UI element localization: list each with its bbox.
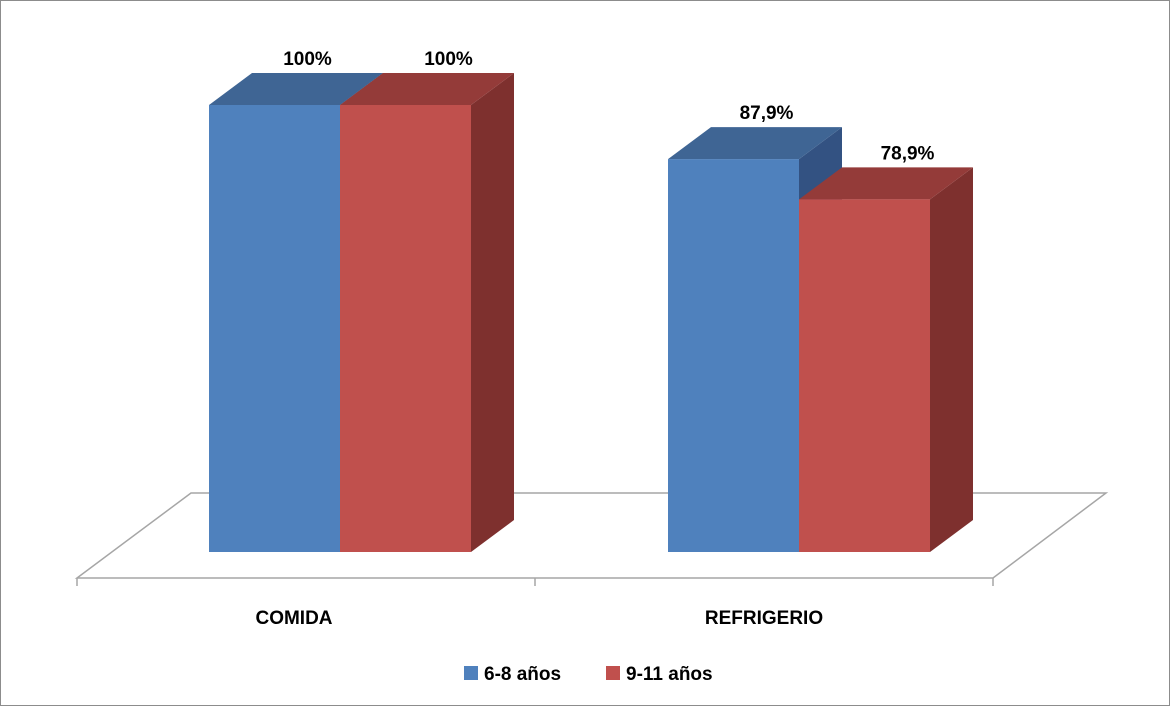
category-label-refrigerio: REFRIGERIO — [705, 608, 823, 629]
legend-label: 6-8 años — [484, 664, 561, 685]
bar-front — [340, 105, 471, 552]
bars-group — [209, 73, 973, 552]
data-label: 100% — [424, 49, 473, 70]
data-label: 78,9% — [881, 143, 935, 164]
category-labels-group: COMIDA REFRIGERIO — [255, 608, 823, 629]
bar-top — [668, 127, 842, 160]
legend-swatch — [464, 666, 478, 680]
chart-floor — [74, 492, 1109, 586]
bar-front — [209, 105, 340, 552]
floor-plane — [74, 492, 1109, 579]
data-label: 100% — [283, 49, 332, 70]
bar-top — [209, 73, 383, 105]
legend-item-9-11-anos: 9-11 años — [606, 664, 713, 685]
data-labels-group: 100% 100% 87,9% 78,9% — [283, 49, 934, 164]
bar-front — [799, 199, 930, 552]
bar-top — [340, 73, 514, 105]
category-label-comida: COMIDA — [255, 608, 332, 629]
bar-front — [668, 159, 799, 552]
legend: 6-8 años 9-11 años — [464, 664, 713, 685]
legend-swatch — [606, 666, 620, 680]
legend-item-6-8-anos: 6-8 años — [464, 664, 561, 685]
bar-top — [799, 167, 973, 200]
legend-label: 9-11 años — [626, 664, 713, 685]
bar-refrigerio-9-11-anos — [799, 167, 973, 552]
data-label: 87,9% — [740, 103, 794, 124]
bar-side — [471, 73, 514, 552]
bar-comida-9-11-anos — [340, 73, 514, 552]
bar-side — [930, 167, 973, 552]
